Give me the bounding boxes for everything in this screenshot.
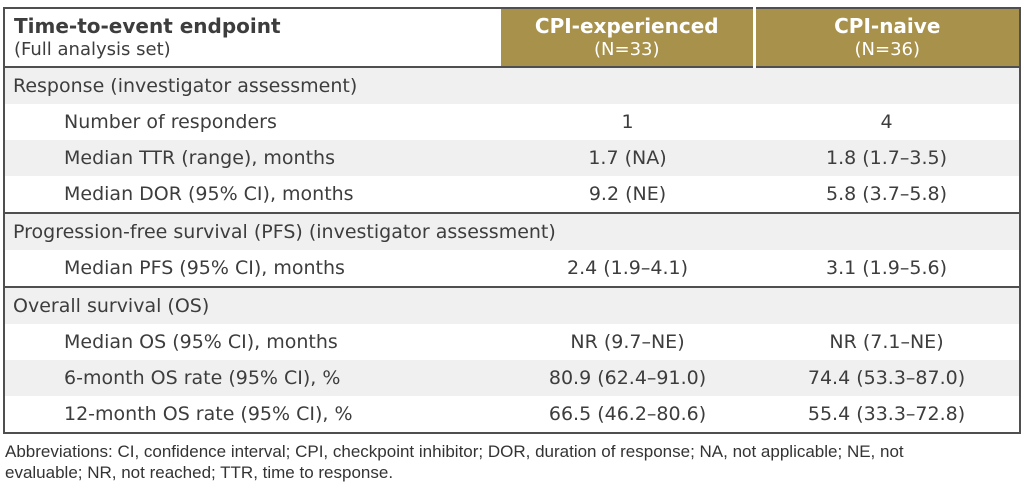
endpoint-header-title: Time-to-event endpoint: [14, 13, 281, 38]
cpi-experienced-value: 80.9 (62.4–91.0): [501, 360, 754, 396]
results-table: Time-to-event endpoint (Full analysis se…: [3, 7, 1021, 434]
cpi-naive-value: 55.4 (33.3–72.8): [807, 403, 966, 425]
cpi-naive-value: 3.1 (1.9–5.6): [825, 257, 947, 279]
row-label: Median TTR (range), months: [4, 140, 501, 176]
row-label: 12-month OS rate (95% CI), %: [64, 403, 353, 425]
cpi-experienced-value: 66.5 (46.2–80.6): [548, 403, 707, 425]
cpi-naive-value: 1.8 (1.7–3.5): [754, 140, 1020, 176]
row-label: 6-month OS rate (95% CI), %: [4, 360, 501, 396]
table-row: 6-month OS rate (95% CI), % 80.9 (62.4–91…: [4, 360, 1020, 396]
endpoint-header-subtitle: (Full analysis set): [14, 38, 171, 60]
abbreviations-footnote: Abbreviations: CI, confidence interval; …: [5, 442, 904, 482]
table-header-row: Time-to-event endpoint (Full analysis se…: [4, 8, 1020, 67]
section-header-row: Response (investigator assessment): [4, 67, 1020, 104]
cpi-experienced-header-n: (N=33): [594, 38, 660, 60]
cpi-experienced-value: 9.2 (NE): [588, 183, 667, 205]
section-title: Response (investigator assessment): [4, 67, 1020, 104]
cpi-experienced-value: 1: [621, 111, 634, 133]
section-header-row: Progression-free survival (PFS) (investi…: [4, 213, 1020, 250]
cpi-experienced-value: NR (9.7–NE): [570, 331, 685, 353]
cpi-naive-header-n: (N=36): [854, 38, 921, 60]
row-label: Number of responders: [64, 111, 277, 133]
table-row: Median OS (95% CI), months NR (9.7–NE) NR …: [4, 324, 1020, 360]
table-row: Number of responders 1 4: [4, 104, 1020, 140]
cpi-naive-value: NR (7.1–NE): [829, 331, 944, 353]
row-label: Median OS (95% CI), months: [64, 331, 338, 353]
cpi-naive-value: 74.4 (53.3–87.0): [754, 360, 1020, 396]
section-title: Overall survival (OS): [4, 287, 1020, 324]
table-row: Median DOR (95% CI), months 9.2 (NE) 5.8 (…: [4, 176, 1020, 213]
cpi-experienced-value: 1.7 (NA): [501, 140, 754, 176]
table-row: Median PFS (95% CI), months 2.4 (1.9–4.1)…: [4, 250, 1020, 287]
cpi-naive-header-cell: CPI-naive (N=36): [752, 8, 1020, 67]
cpi-experienced-header-cell: CPI-experienced (N=33): [501, 8, 754, 67]
endpoint-header-cell: Time-to-event endpoint (Full analysis se…: [4, 8, 501, 67]
table-row: 12-month OS rate (95% CI), % 66.5 (46.2–8…: [4, 396, 1020, 433]
section-header-row: Overall survival (OS): [4, 287, 1020, 324]
cpi-experienced-value: 2.4 (1.9–4.1): [566, 257, 688, 279]
cpi-naive-value: 4: [880, 111, 893, 133]
row-label: Median DOR (95% CI), months: [64, 183, 354, 205]
cpi-naive-value: 5.8 (3.7–5.8): [825, 183, 947, 205]
cpi-experienced-header-title: CPI-experienced: [534, 13, 719, 38]
row-label: Median PFS (95% CI), months: [64, 257, 345, 279]
section-title: Progression-free survival (PFS) (investi…: [4, 213, 1020, 250]
cpi-naive-header-title: CPI-naive: [834, 13, 941, 38]
table-row: Median TTR (range), months 1.7 (NA) 1.8 (1…: [4, 140, 1020, 176]
